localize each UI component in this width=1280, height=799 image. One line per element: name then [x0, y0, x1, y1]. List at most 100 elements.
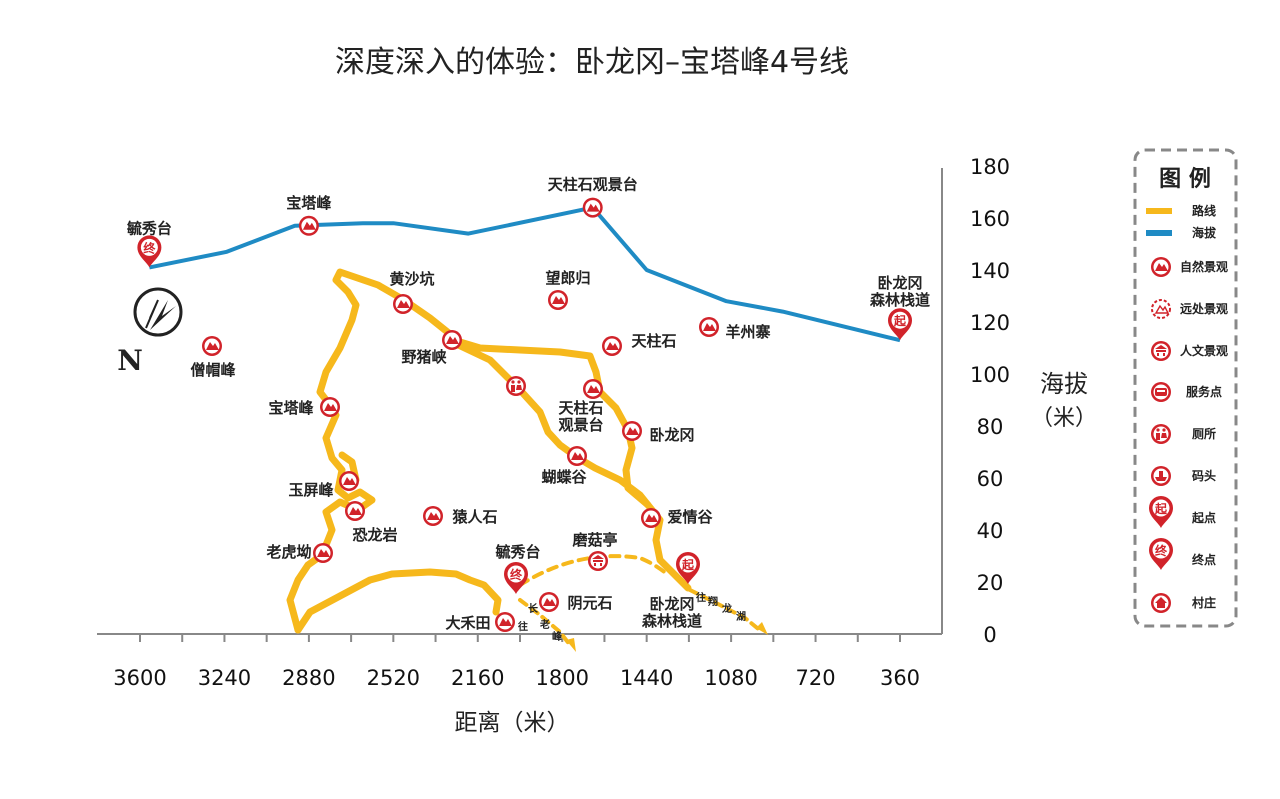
svg-text:终: 终 [143, 240, 156, 255]
place-label: 羊州寨 [725, 323, 770, 341]
x-tick-label: 2160 [451, 666, 504, 690]
svg-text:起: 起 [893, 313, 907, 328]
elevation-point-label: 天柱石观景台 [548, 176, 638, 194]
end-pin: 终 [1149, 538, 1173, 570]
natural-icon [313, 543, 333, 563]
place-label: 蝴蝶谷 [541, 468, 587, 486]
place-label: 玉屏峰 [288, 481, 334, 499]
map-labels: 黄沙坑 望郎归野猪峡天柱石 羊州寨僧帽峰宝塔峰 天柱石观景台卧龙冈蝴蝶谷玉屏峰猿人石爱… [127, 176, 930, 632]
natural-icon [583, 379, 603, 399]
place-label: 猿人石 [451, 508, 497, 526]
cultural-icon [588, 551, 608, 571]
toilet-icon [1151, 424, 1171, 444]
elevation-point-1: 终 [137, 235, 162, 268]
legend-label: 码头 [1192, 468, 1216, 483]
direction-xianglong-4: 湖 [736, 610, 746, 623]
place-label: 毓秀台 [495, 543, 540, 561]
svg-text:终: 终 [1155, 543, 1168, 558]
place-label: 望郎归 [545, 269, 590, 287]
elevation-point-label: 宝塔峰 [286, 194, 332, 212]
natural-icon [641, 508, 661, 528]
dashed-paths [518, 554, 768, 652]
x-tick-label: 1800 [535, 666, 588, 690]
page-title: 深度深入的体验：卧龙冈–宝塔峰4号线 [335, 45, 849, 80]
direction-xianglong-2: 翔 [707, 595, 718, 608]
x-tick-label: 1440 [620, 666, 673, 690]
natural-icon [320, 397, 340, 417]
natural-icon [423, 506, 443, 526]
elevation-line [148, 205, 901, 343]
elevation-point-2 [298, 215, 319, 236]
x-axis-label: 距离（米） [455, 710, 570, 736]
direction-laofeng-1: 往 [518, 620, 528, 633]
elevation-point-label: 毓秀台 [127, 219, 172, 237]
place-label: 天柱石 [631, 332, 676, 350]
place-label: 僧帽峰 [190, 361, 236, 379]
start-pin: 起 [1149, 496, 1173, 528]
y-tick-label: 0 [983, 623, 996, 647]
place-label: 老虎坳 [265, 543, 311, 561]
direction-laofeng-3: 老 [539, 618, 550, 631]
y-tick-label: 120 [970, 311, 1010, 335]
natural-icon [539, 592, 559, 612]
legend-label: 厕所 [1192, 426, 1216, 441]
elevation-point-3 [582, 197, 603, 218]
legend-label: 路线 [1192, 203, 1216, 218]
service-icon [1151, 382, 1171, 402]
y-tick-label: 160 [970, 207, 1010, 231]
svg-text:终: 终 [510, 567, 523, 582]
start-pin: 起 [676, 552, 700, 584]
natural-icon [622, 421, 642, 441]
natural-icon [567, 446, 587, 466]
svg-text:起: 起 [1154, 501, 1168, 516]
toilet-icon [506, 376, 526, 396]
y-tick-label: 180 [970, 155, 1010, 179]
x-axis-ticks: 3600 3240 2880 2520 2160 1800 1440 1080 720 360 [113, 634, 920, 690]
natural-icon [345, 501, 365, 521]
legend-label: 村庄 [1192, 595, 1216, 610]
place-label: 黄沙坑 [389, 270, 434, 288]
x-tick-label: 3600 [113, 666, 166, 690]
natural-icon [699, 317, 719, 337]
y-tick-label: 20 [977, 571, 1004, 595]
legend-label: 海拔 [1192, 225, 1217, 240]
svg-text:起: 起 [681, 557, 695, 572]
natural-icon [339, 471, 359, 491]
end-pin: 终 [504, 562, 528, 594]
place-label: 磨菇亭 [571, 531, 617, 549]
distant-icon [1151, 299, 1171, 319]
direction-laofeng-2: 长 [528, 602, 539, 615]
pier-icon [1151, 466, 1171, 486]
place-label: 卧龙冈 [649, 595, 694, 613]
direction-xianglong-3: 龙 [721, 602, 732, 615]
place-label: 爱情谷 [667, 508, 713, 526]
legend-label: 服务点 [1186, 384, 1222, 399]
x-tick-label: 2520 [367, 666, 420, 690]
route-path [286, 268, 692, 634]
compass: N [117, 287, 183, 377]
place-label: 森林栈道 [642, 612, 702, 630]
legend-label: 自然景观 [1180, 259, 1228, 274]
y-axis-label-line2: （米） [1031, 406, 1097, 431]
direction-laofeng-4: 峰 [552, 630, 563, 643]
elevation-point-label: 森林栈道 [870, 291, 930, 309]
natural-icon [495, 612, 515, 632]
natural-icon [393, 294, 413, 314]
elevation-point-4: 起 [888, 308, 912, 341]
place-label: 恐龙岩 [352, 526, 397, 544]
place-label: 大禾田 [445, 614, 490, 632]
y-axis-ticks: 180 160 140 120 100 80 60 40 20 0 [970, 155, 1010, 647]
place-label: 观景台 [558, 416, 603, 434]
legend-label: 远处景观 [1180, 301, 1228, 316]
village-icon [1151, 593, 1171, 613]
y-tick-label: 140 [970, 259, 1010, 283]
natural-icon [442, 330, 462, 350]
x-tick-label: 3240 [198, 666, 251, 690]
x-tick-label: 720 [796, 666, 836, 690]
place-label: 宝塔峰 [268, 399, 314, 417]
y-tick-label: 80 [977, 415, 1004, 439]
direction-xianglong-1: 往 [696, 591, 706, 604]
north-label: N [117, 344, 143, 377]
y-tick-label: 60 [977, 467, 1004, 491]
